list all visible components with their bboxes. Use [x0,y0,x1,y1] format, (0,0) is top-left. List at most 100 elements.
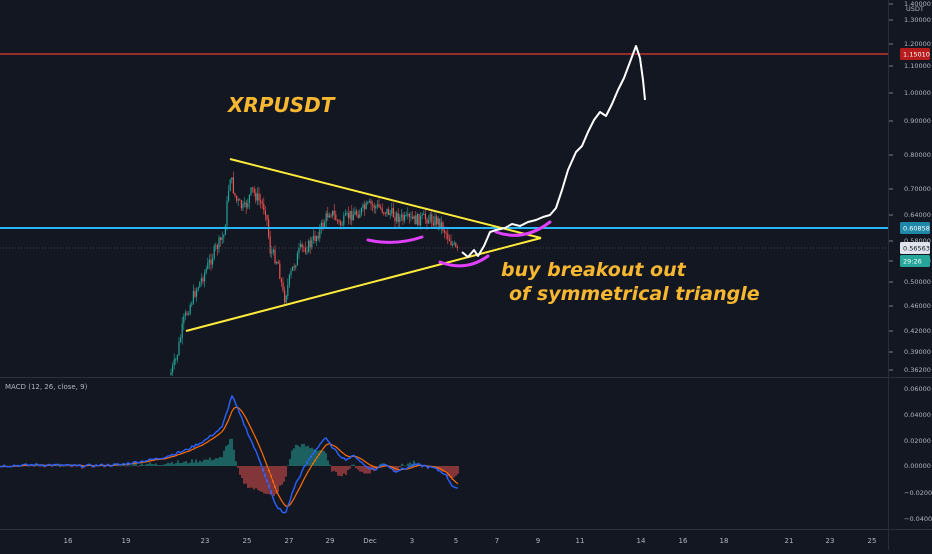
macd-histogram-bar [297,445,299,466]
macd-histogram-bar [379,464,381,466]
time-axis[interactable]: 16 19 23 25 27 29 Dec 3 5 7 9 11 14 16 18 21 23 25 [64,537,877,545]
macd-histogram-bar [55,465,57,467]
candle-body [439,218,441,228]
macd-histogram-bar [261,466,263,492]
macd-histogram-bar [343,466,345,474]
macd-histogram-bar [445,466,447,471]
candle-body [301,244,303,248]
price-tick-label: 0.39000 [904,348,931,356]
candle-body [258,193,260,201]
macd-histogram-bar [59,466,61,468]
macd-histogram-bar [235,461,237,466]
macd-histogram-bar [247,466,249,488]
candle-body [319,228,321,239]
marker-curve-1 [366,235,424,244]
candle-body [244,202,246,205]
candle-body [228,190,230,201]
macd-histogram-bar [311,447,313,466]
macd-histogram-bar [329,464,331,466]
candle-body [296,253,298,266]
time-tick-label: 23 [201,537,210,545]
macd-histogram-bar [159,465,161,466]
macd-histogram-bar [317,450,319,466]
candle-body [208,259,210,263]
macd-histogram-bar [331,466,333,472]
macd-histogram-bar [449,466,451,478]
candle-body [207,262,209,269]
candle-body [360,207,362,215]
price-tick-label: 0.64000 [904,211,931,219]
macd-histogram-bar [161,465,163,466]
time-tick-label: 19 [122,537,131,545]
time-tick-label: 16 [679,537,688,545]
macd-histogram-bar [145,464,147,466]
price-tick-label: 1.10000 [904,62,931,70]
price-tick-label: 1.00000 [904,89,931,97]
macd-histogram-bar [201,461,203,466]
macd-histogram-bar [137,466,139,467]
macd-histogram-bar [263,466,265,494]
macd-histogram-bar [241,466,243,479]
macd-histogram-bar [319,450,321,466]
time-tick-label: 3 [410,537,414,545]
macd-histogram-bar [259,466,261,492]
macd-histogram-bar [133,462,135,466]
candle-body [234,193,236,196]
candle-body [237,199,239,201]
macd-histogram-bar [129,465,131,467]
symbol-label: XRPUSDT [226,93,336,117]
candle-body [197,287,199,291]
candle-body [429,214,431,221]
triangle-lower-line[interactable] [185,237,542,332]
candle-body [322,222,324,227]
candle-body [348,213,350,219]
macd-histogram-bar [231,438,233,466]
candle-body [261,202,263,204]
macd-histogram-bar [365,466,367,474]
macd-histogram-bar [225,446,227,466]
candle-body [231,177,233,180]
macd-histogram-bar [153,464,155,466]
macd-histogram-bar [335,466,337,473]
macd-histogram-bar [295,444,297,466]
time-tick-label: 21 [785,537,794,545]
macd-histogram-bar [123,464,125,466]
candle-body [404,215,406,221]
candle-body [183,316,185,324]
macd-axis[interactable]: 0.06000 0.04000 0.02000 0.00000 −0.02000 −0.0… [904,385,932,523]
macd-histogram-bar [313,449,315,466]
macd-line [0,394,459,514]
candle-body [298,248,300,254]
macd-histogram-bar [227,444,229,466]
macd-histogram-bar [181,462,183,466]
macd-histogram-bar [175,463,177,466]
candle-body [453,242,455,245]
projection-path[interactable] [461,45,646,258]
macd-tick-label: 0.02000 [904,437,931,445]
macd-histogram-bar [57,465,59,466]
macd-histogram-bar [401,463,403,466]
candle-body [245,202,247,208]
macd-histogram-bar [127,463,129,466]
macd-histogram-bar [271,466,273,496]
macd-histogram-bar [353,464,355,466]
candle-body [328,215,330,218]
macd-tick-label: 0.06000 [904,385,931,393]
macd-histogram-bar [183,461,185,466]
candle-body [215,245,217,247]
macd-histogram-bar [199,460,201,466]
candle-body [192,291,194,304]
macd-histogram-bar [203,459,205,466]
macd-histogram-bar [67,465,69,466]
macd-histogram-bar [375,466,377,471]
triangle-upper-line[interactable] [229,158,542,239]
macd-histogram-bar [309,448,311,466]
price-tick-label: 0.50000 [904,278,931,286]
candle-body [402,214,404,221]
macd-histogram-bar [451,466,453,480]
macd-histogram-bar [163,464,165,466]
macd-tick-label: −0.04000 [904,515,932,523]
macd-histogram-bar [287,465,289,467]
macd-histogram-bar [359,466,361,472]
